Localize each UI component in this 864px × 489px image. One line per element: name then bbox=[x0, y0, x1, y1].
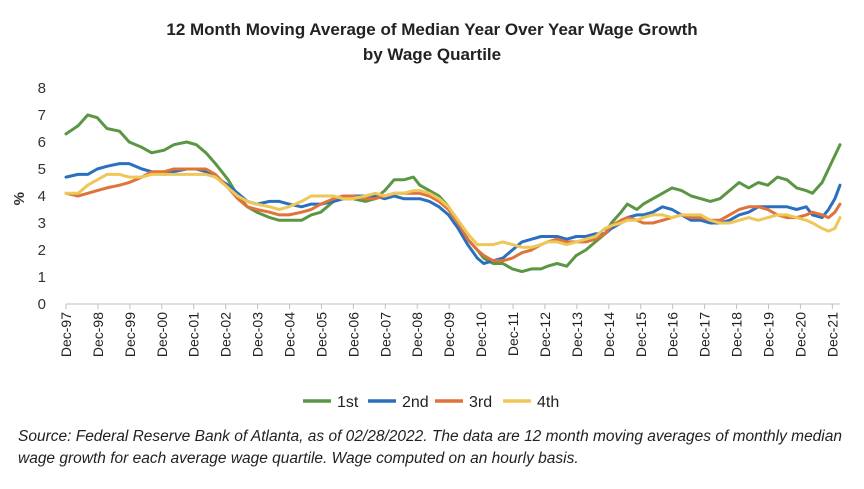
x-tick-label: Dec-05 bbox=[313, 312, 329, 357]
y-tick-label: 1 bbox=[38, 269, 46, 286]
x-tick-label: Dec-11 bbox=[505, 312, 521, 356]
x-tick-label: Dec-14 bbox=[601, 312, 617, 357]
legend-label-3rd: 3rd bbox=[469, 394, 492, 411]
y-tick-label: 6 bbox=[38, 134, 46, 151]
y-tick-label: 2 bbox=[38, 242, 46, 259]
chart-axes: 0 1 2 3 4 5 6 7 8% Dec-97 Dec-98 Dec-99 Dec-00 Dec-01… bbox=[11, 80, 840, 357]
x-tick-label: Dec-97 bbox=[58, 312, 74, 357]
x-tick-label: Dec-00 bbox=[154, 312, 170, 357]
series-line-4th bbox=[64, 172, 842, 249]
x-tick-label: Dec-98 bbox=[90, 312, 106, 357]
x-tick-label: Dec-20 bbox=[792, 312, 808, 357]
chart-subtitle: by Wage Quartile bbox=[362, 45, 502, 64]
y-tick-label: 3 bbox=[38, 215, 46, 232]
legend-label-2nd: 2nd bbox=[402, 394, 429, 411]
x-tick-label: Dec-19 bbox=[760, 312, 776, 357]
x-tick-label: Dec-09 bbox=[441, 312, 457, 357]
x-tick-label: Dec-15 bbox=[633, 312, 649, 357]
y-tick-label: 5 bbox=[38, 161, 46, 178]
x-tick-label: Dec-01 bbox=[186, 312, 202, 357]
series-line-1st bbox=[64, 113, 842, 274]
x-tick-label: Dec-17 bbox=[697, 312, 713, 357]
y-tick-label: 8 bbox=[38, 80, 46, 97]
y-tick-label: 4 bbox=[38, 188, 46, 205]
x-tick-label: Dec-13 bbox=[569, 312, 585, 357]
x-tick-label: Dec-18 bbox=[729, 312, 745, 357]
x-tick-label: Dec-06 bbox=[345, 312, 361, 357]
chart-title: 12 Month Moving Average of Median Year O… bbox=[166, 20, 698, 39]
source-note: Source: Federal Reserve Bank of Atlanta,… bbox=[18, 428, 842, 467]
series-line-3rd bbox=[64, 167, 842, 263]
x-tick-label: Dec-99 bbox=[122, 312, 138, 357]
y-axis-label: % bbox=[11, 192, 28, 205]
x-tick-label: Dec-12 bbox=[537, 312, 553, 357]
chart-legend: 1st 2nd 3rd 4th bbox=[303, 394, 559, 411]
x-tick-label: Dec-07 bbox=[377, 312, 393, 357]
y-tick-label: 0 bbox=[38, 296, 46, 313]
x-tick-label: Dec-03 bbox=[250, 312, 266, 357]
x-tick-label: Dec-08 bbox=[409, 312, 425, 357]
y-tick-label: 7 bbox=[38, 107, 46, 124]
x-tick-label: Dec-02 bbox=[218, 312, 234, 357]
chart-series-group bbox=[64, 113, 842, 274]
legend-label-4th: 4th bbox=[537, 394, 559, 411]
legend-label-1st: 1st bbox=[337, 394, 359, 411]
x-tick-label: Dec-16 bbox=[665, 312, 681, 357]
x-tick-label: Dec-21 bbox=[824, 312, 840, 357]
x-tick-label: Dec-10 bbox=[473, 312, 489, 357]
x-tick-label: Dec-04 bbox=[282, 312, 298, 357]
